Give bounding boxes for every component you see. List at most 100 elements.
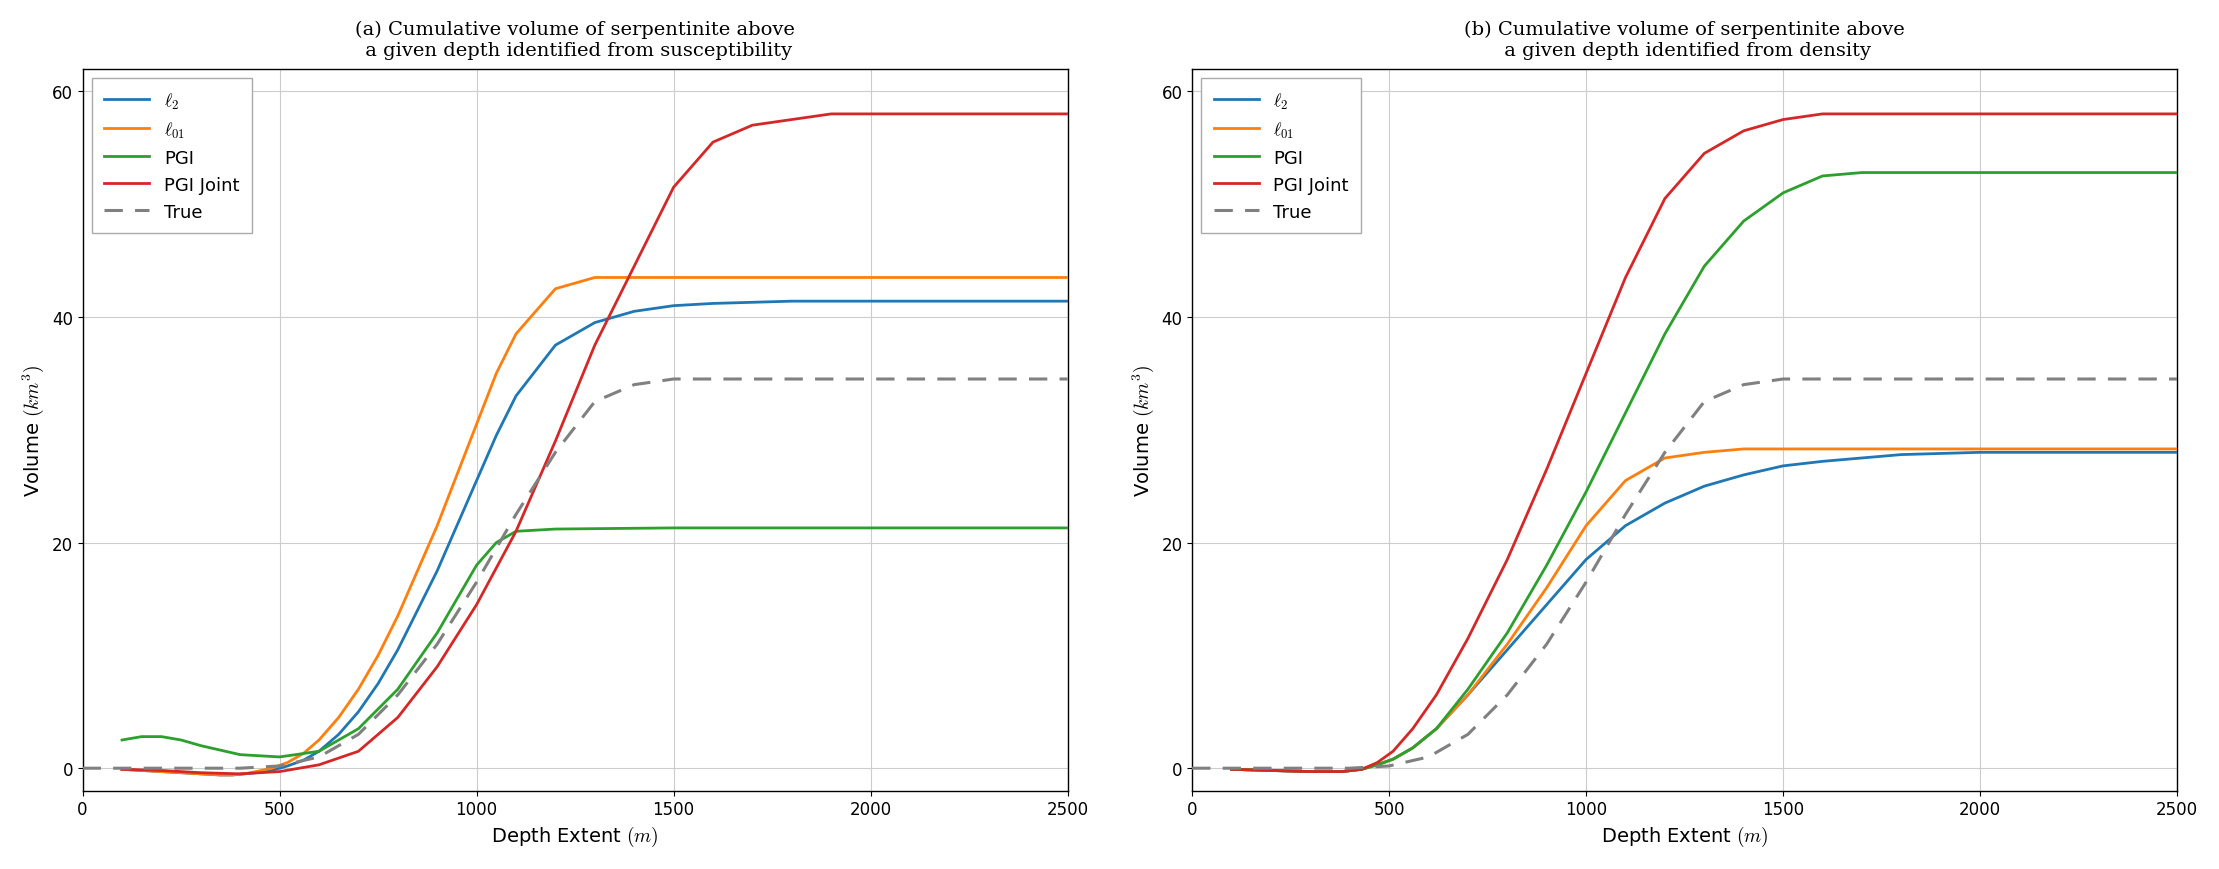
$\ell_2$ [231,769,257,779]
PGI Joint [936,109,963,120]
True [1456,729,1482,740]
$\ell_{01}$ [1808,444,1835,454]
True [1613,509,1640,520]
PGI Joint [541,436,568,447]
$\ell_2$ [1888,450,1915,461]
$\ell_2$ [581,318,608,328]
$\ell_{01}$ [1296,766,1323,777]
True [1054,375,1081,385]
PGI [1380,754,1407,765]
PGI Joint [739,121,766,131]
PGI Joint [1329,766,1356,777]
$\ell_2$ [739,298,766,308]
True [69,763,95,773]
$\ell_2$ [936,296,963,307]
$\ell_{01}$ [1329,766,1356,777]
PGI [1258,766,1285,776]
PGI Joint [1848,109,1875,120]
$\ell_2$ [1054,296,1081,307]
Title: (b) Cumulative volume of serpentinite above
 a given depth identified from densi: (b) Cumulative volume of serpentinite ab… [1465,21,1904,60]
$\ell_2$ [1349,764,1376,774]
PGI Joint [1808,109,1835,120]
$\ell_2$ [464,475,490,486]
PGI [1888,168,1915,178]
$\ell_{01}$ [326,713,353,723]
$\ell_{01}$ [1258,766,1285,776]
$\ell_2$ [306,746,333,757]
$\ell_2$ [109,764,135,774]
$\ell_2$ [291,755,317,766]
PGI [149,732,175,742]
$\ell_{01}$ [404,566,430,576]
True [621,380,648,390]
PGI Joint [1928,109,1955,120]
Title: (a) Cumulative volume of serpentinite above
 a given depth identified from susce: (a) Cumulative volume of serpentinite ab… [355,21,794,60]
$\ell_{01}$ [346,684,373,694]
$\ell_2$ [1493,645,1520,655]
Y-axis label: Volume $(km^3)$: Volume $(km^3)$ [20,364,47,496]
$\ell_{01}$ [581,273,608,283]
$\ell_{01}$ [1651,454,1678,464]
$\ell_{01}$ [641,273,668,283]
PGI [661,523,688,534]
PGI [484,538,510,548]
$\ell_{01}$ [291,748,317,759]
PGI [541,524,568,534]
$\ell_{01}$ [1771,444,1797,454]
PGI [1400,743,1427,753]
PGI [1771,189,1797,199]
$\ell_{01}$ [306,735,333,746]
Y-axis label: Volume $(km^3)$: Volume $(km^3)$ [1129,364,1156,496]
PGI Joint [857,109,883,120]
$\ell_2$ [1329,766,1356,777]
PGI Joint [1422,690,1449,700]
$\ell_2$ [1422,724,1449,734]
PGI [346,724,373,734]
$\ell_2$ [384,645,411,655]
$\ell_2$ [206,770,233,780]
PGI [1349,764,1376,774]
$\ell_2$ [364,679,391,689]
Line: True: True [82,380,1067,768]
PGI [1365,760,1391,770]
$\ell_2$ [1771,461,1797,472]
True [1533,640,1560,650]
$\ell_{01}$ [1493,640,1520,650]
PGI Joint [661,182,688,193]
$\ell_{01}$ [257,763,284,773]
$\ell_{01}$ [779,273,805,283]
True [1771,375,1797,385]
PGI [1928,168,1955,178]
PGI [2046,168,2073,178]
$\ell_2$ [541,341,568,351]
$\ell_{01}$ [857,273,883,283]
Legend: $\ell_2$, $\ell_{01}$, PGI, PGI Joint, True: $\ell_2$, $\ell_{01}$, PGI, PGI Joint, T… [1200,79,1362,234]
$\ell_2$ [404,606,430,616]
PGI Joint [581,341,608,351]
True [1651,448,1678,458]
PGI [186,740,213,751]
$\ell_2$ [1651,498,1678,508]
$\ell_{01}$ [504,329,530,340]
PGI Joint [424,661,450,672]
True [1691,397,1718,408]
PGI [1808,171,1835,182]
True [1493,690,1520,700]
$\ell_2$ [1691,481,1718,492]
PGI [1613,408,1640,419]
PGI Joint [1218,764,1245,774]
$\ell_{01}$ [739,273,766,283]
PGI Joint [1493,554,1520,565]
PGI Joint [346,746,373,757]
$\ell_2$ [220,770,246,780]
$\ell_2$ [819,296,845,307]
True [424,640,450,650]
$\ell_2$ [1613,521,1640,531]
PGI Joint [226,769,253,779]
PGI [1691,262,1718,272]
$\ell_{01}$ [1422,724,1449,734]
PGI Joint [1296,766,1323,777]
X-axis label: Depth Extent $(m)$: Depth Extent $(m)$ [1600,824,1769,848]
$\ell_2$ [149,766,175,777]
PGI [129,732,155,742]
